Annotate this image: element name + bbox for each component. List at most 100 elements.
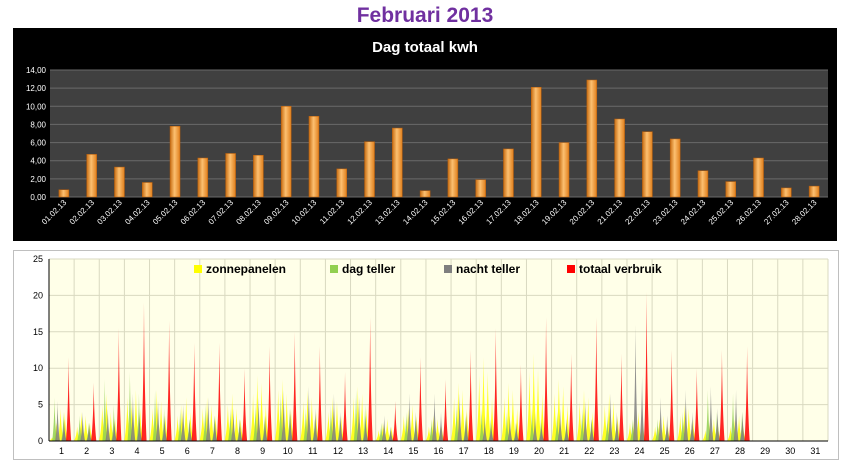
bar <box>58 189 70 198</box>
x-tick-label: 13.02.13 <box>373 198 402 227</box>
area-peak <box>468 350 474 441</box>
area-peak <box>633 324 638 441</box>
area-peak <box>459 390 466 441</box>
area-peak <box>82 415 89 441</box>
area-peak <box>356 397 362 441</box>
bar <box>197 157 209 198</box>
area-peak <box>551 393 558 441</box>
area-peak <box>534 368 542 441</box>
legend: zonnepanelen dag teller nacht teller totaal… <box>194 262 662 276</box>
area-peak <box>740 411 745 441</box>
area-peak <box>543 317 549 441</box>
area-peak <box>557 408 563 441</box>
bar <box>808 185 820 198</box>
area-peak <box>614 411 620 441</box>
area-peak <box>77 415 83 441</box>
area-peak <box>694 368 700 441</box>
bar <box>253 155 264 198</box>
area-peak <box>532 411 538 441</box>
area-peak <box>342 371 348 441</box>
y-tick-label: 10,00 <box>26 102 47 111</box>
area-peak <box>689 411 695 441</box>
area-peak <box>429 419 434 441</box>
area-peak <box>102 379 108 441</box>
area-peak <box>509 390 517 441</box>
x-tick-label: 12 <box>333 446 343 456</box>
area-peak <box>152 390 158 441</box>
area-peak <box>518 364 524 441</box>
area-peak <box>482 415 488 441</box>
legend-label: dag teller <box>342 262 396 276</box>
bars <box>58 79 820 198</box>
area-peak <box>278 393 284 441</box>
x-tick-label: 27.02.13 <box>762 198 791 227</box>
area-peak <box>157 400 165 441</box>
area-peak <box>406 393 412 441</box>
bar <box>364 141 375 198</box>
y-axis-ticks: 0,00 2,00 4,00 6,00 8,00 10,00 12,00 14,00 <box>26 66 47 202</box>
x-tick-label: 5 <box>160 446 165 456</box>
area-peak <box>216 342 222 441</box>
area-peak <box>127 371 133 441</box>
legend-label: nacht teller <box>456 262 520 276</box>
area-peak <box>86 422 92 441</box>
y-tick-label: 4,00 <box>30 157 46 166</box>
area-peak <box>381 415 387 441</box>
x-tick-label: 23.02.13 <box>651 198 680 227</box>
area-peak <box>582 400 588 441</box>
area-peak <box>212 415 218 441</box>
legend-swatch <box>567 265 575 273</box>
bar <box>419 190 431 198</box>
x-tick-label: 03.02.13 <box>95 198 124 227</box>
x-tick-label: 1 <box>59 446 64 456</box>
area-peak <box>137 411 142 441</box>
bar <box>531 86 542 198</box>
area-peak <box>303 408 309 441</box>
x-tick-label: 18.02.13 <box>512 198 541 227</box>
bar <box>669 138 681 198</box>
area-peak <box>463 411 469 441</box>
area-peak <box>655 419 661 441</box>
bar <box>447 158 459 198</box>
area-peak <box>554 411 560 441</box>
area-peak <box>61 419 67 441</box>
x-tick-label: 17.02.13 <box>484 198 513 227</box>
x-tick-label: 2 <box>84 446 89 456</box>
area-peak <box>353 390 359 441</box>
x-tick-label: 09.02.13 <box>262 198 291 227</box>
y-tick-label: 25 <box>33 254 43 264</box>
meter-chart: 0 5 10 15 20 25 1 2 3 4 5 6 7 8 9 10 11 12 13 14 15 16 17 18 19… <box>13 250 839 460</box>
area-peak <box>384 419 391 441</box>
area-peak <box>733 390 739 441</box>
area-peak <box>116 328 122 441</box>
bar <box>614 118 625 198</box>
y-tick-label: 15 <box>33 327 43 337</box>
plot-area <box>49 259 828 441</box>
y-tick-label: 12,00 <box>26 84 47 93</box>
area-peak <box>55 400 60 441</box>
area-peak <box>267 346 273 441</box>
x-tick-label: 25 <box>660 446 670 456</box>
area-peak <box>281 390 287 441</box>
area-peak <box>132 390 140 441</box>
area-peak <box>438 411 444 441</box>
area-peak <box>413 411 419 441</box>
area-peak <box>680 411 686 441</box>
x-tick-label: 4 <box>134 446 139 456</box>
area-peak <box>683 390 689 441</box>
x-tick-label: 05.02.13 <box>151 198 180 227</box>
x-tick-label: 30 <box>785 446 795 456</box>
bar <box>86 154 97 198</box>
area-peak <box>708 386 714 441</box>
area-peak <box>507 415 513 441</box>
area-peak <box>105 408 111 441</box>
area-peak <box>367 317 373 441</box>
bar <box>142 182 153 198</box>
y-tick-label: 0,00 <box>30 193 46 202</box>
y-axis-ticks: 0 5 10 15 20 25 <box>33 254 43 446</box>
area-peak <box>130 393 136 441</box>
bar <box>503 148 514 198</box>
area-peak <box>283 393 290 441</box>
legend-swatch <box>194 265 202 273</box>
area-peak <box>388 426 394 441</box>
